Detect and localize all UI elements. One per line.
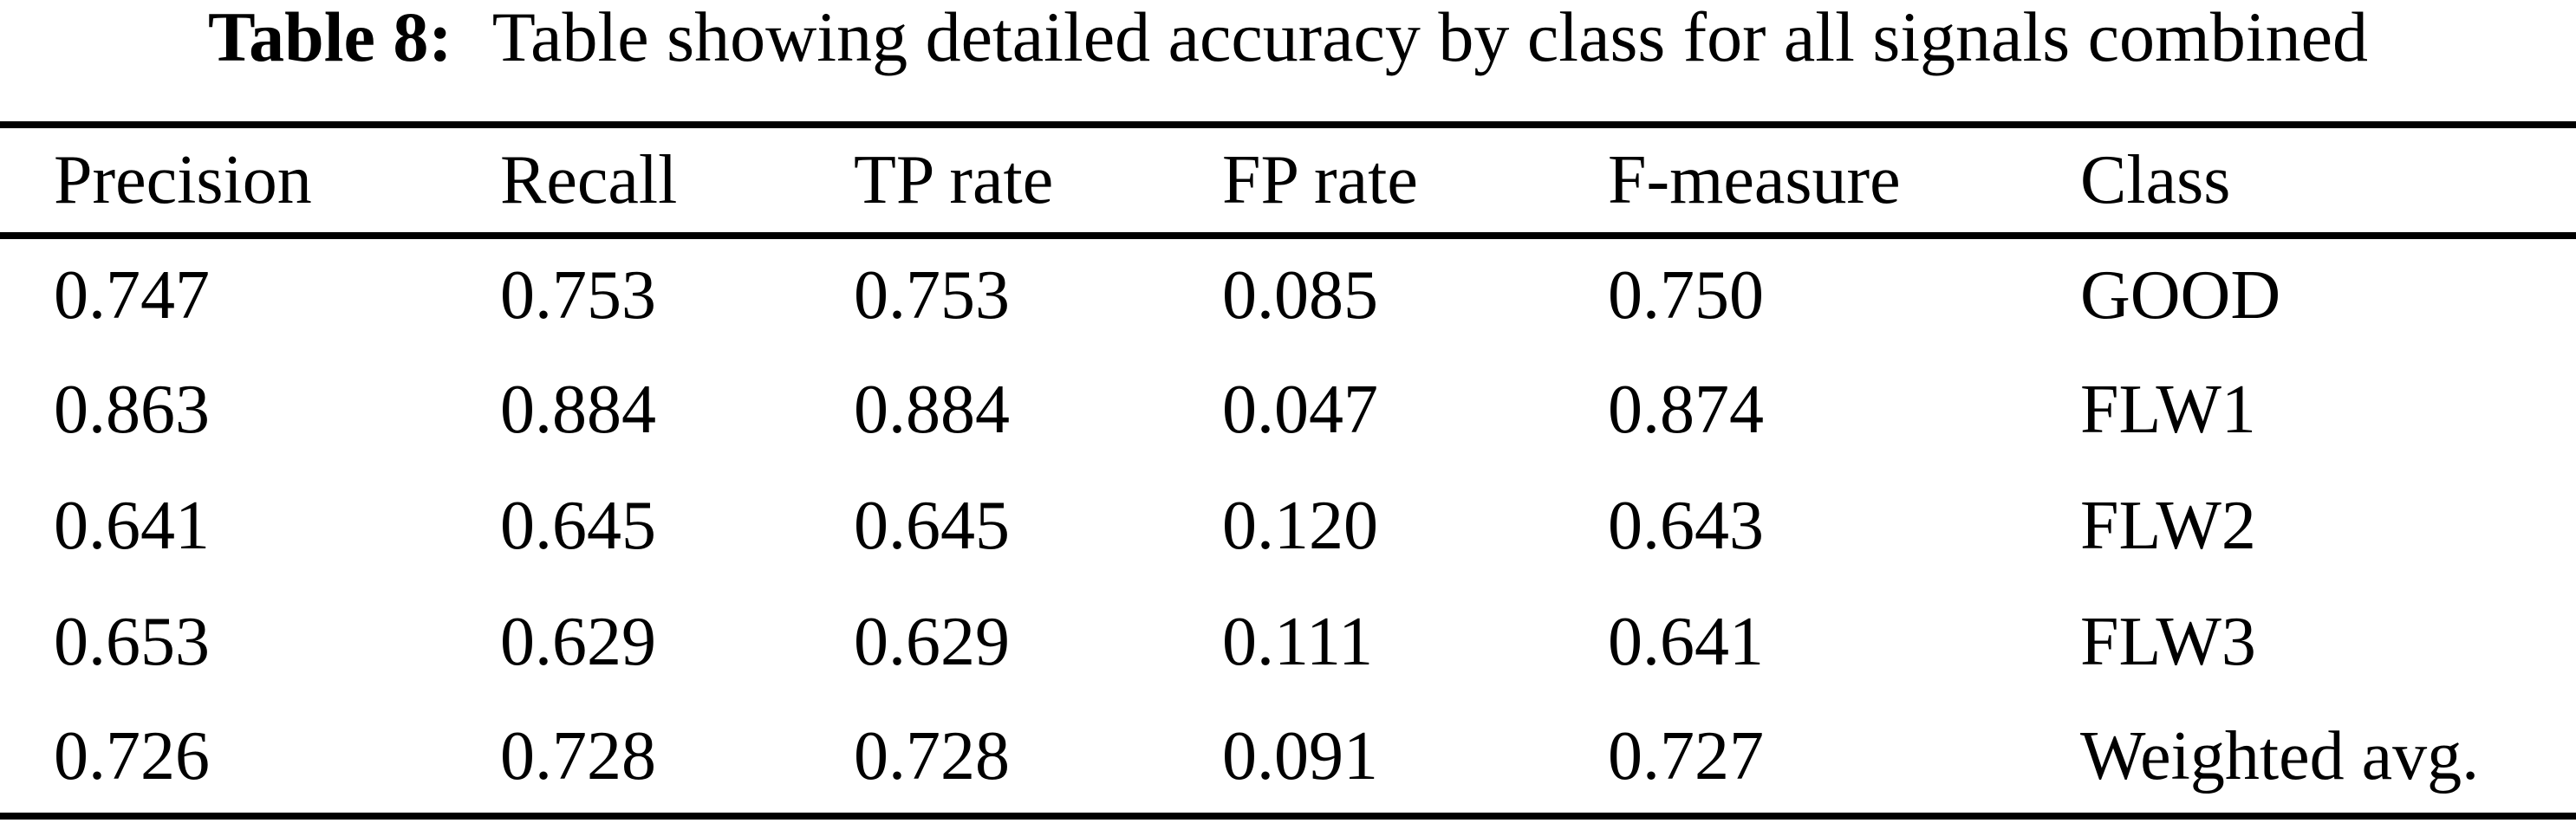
table-cell: 0.728	[500, 717, 656, 794]
header-cell-precision: Precision	[54, 141, 312, 218]
table-cell: 0.629	[500, 603, 656, 680]
table-row-flw1: 0.863 0.884 0.884 0.047 0.874 FLW1	[0, 352, 2576, 468]
header-cell-recall: Recall	[500, 141, 678, 218]
table-cell: 0.653	[54, 603, 210, 680]
table-cell: 0.728	[854, 717, 1010, 794]
table-row-flw3: 0.653 0.629 0.629 0.111 0.641 FLW3	[0, 584, 2576, 700]
table-caption-label: Table 8:	[207, 0, 452, 76]
header-cell-fp-rate: FP rate	[1222, 141, 1418, 218]
table-cell: 0.643	[1608, 487, 1764, 564]
table-cell: 0.747	[54, 256, 210, 334]
table-cell: 0.753	[500, 256, 656, 334]
header-cell-tp-rate: TP rate	[854, 141, 1054, 218]
accuracy-by-class-table: Precision Recall TP rate FP rate F-measu…	[0, 121, 2576, 820]
table-cell: 0.085	[1222, 256, 1378, 334]
header-cell-class: Class	[2080, 141, 2231, 218]
table-cell: 0.120	[1222, 487, 1378, 564]
table-cell: 0.641	[1608, 603, 1764, 680]
table-cell: 0.629	[854, 603, 1010, 680]
header-row: Precision Recall TP rate FP rate F-measu…	[0, 125, 2576, 236]
table-cell: 0.874	[1608, 371, 1764, 448]
table-cell: 0.641	[54, 487, 210, 564]
table-cell: 0.111	[1222, 603, 1374, 680]
table-cell: 0.645	[500, 487, 656, 564]
table-row-flw2: 0.641 0.645 0.645 0.120 0.643 FLW2	[0, 468, 2576, 584]
table-cell: 0.726	[54, 717, 210, 794]
table-caption-text: Table showing detailed accuracy by class…	[491, 0, 2369, 76]
table-cell: 0.645	[854, 487, 1010, 564]
table-cell-class: Weighted avg.	[2080, 717, 2480, 794]
table-cell-class: FLW3	[2080, 603, 2256, 680]
table-cell: 0.753	[854, 256, 1010, 334]
table-caption: Table 8: Table showing detailed accuracy…	[0, 0, 2576, 121]
table-cell: 0.884	[500, 371, 656, 448]
table-cell-class: FLW1	[2080, 371, 2256, 448]
table-row-weighted-avg: 0.726 0.728 0.728 0.091 0.727 Weighted a…	[0, 700, 2576, 816]
table-cell: 0.884	[854, 371, 1010, 448]
table-cell: 0.727	[1608, 717, 1764, 794]
header-cell-f-measure: F-measure	[1608, 141, 1901, 218]
table-cell: 0.091	[1222, 717, 1378, 794]
table-cell: 0.863	[54, 371, 210, 448]
table-cell: 0.750	[1608, 256, 1764, 334]
table-cell: 0.047	[1222, 371, 1378, 448]
table-row-good: 0.747 0.753 0.753 0.085 0.750 GOOD	[0, 236, 2576, 352]
table-cell-class: GOOD	[2080, 256, 2281, 334]
table-cell-class: FLW2	[2080, 487, 2256, 564]
